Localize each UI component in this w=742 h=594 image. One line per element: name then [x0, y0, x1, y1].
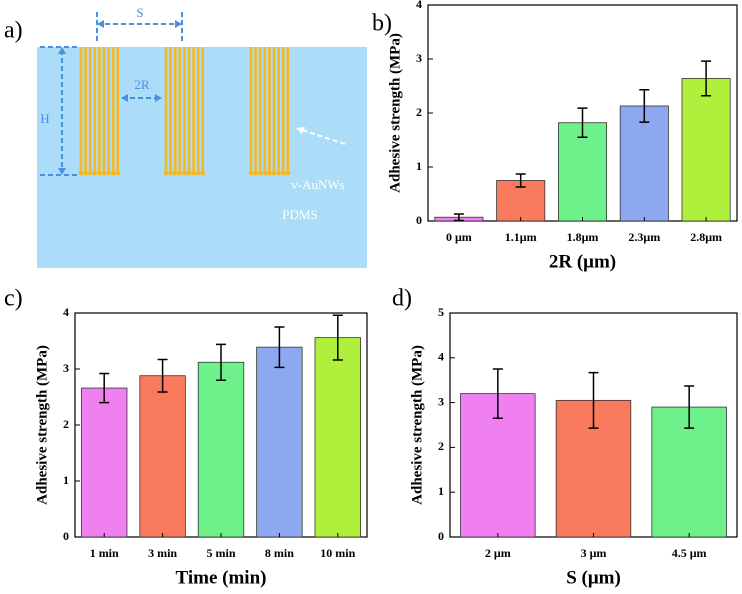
panel-label: c) [4, 286, 23, 312]
error-bar [99, 372, 110, 404]
wire-tip [267, 170, 272, 176]
bar [619, 105, 669, 222]
error-bar [274, 326, 285, 369]
substrate-label: PDMS [282, 207, 317, 222]
bar [314, 337, 361, 538]
wire-tip [257, 170, 263, 176]
y-tick-label: 4 [416, 0, 422, 11]
y-tick-label: 3 [416, 51, 422, 65]
error-bar [577, 107, 588, 139]
x-tick-label: 3 μm [581, 546, 607, 560]
wires-label: v-AuNWs [291, 177, 344, 192]
y-tick-label: 2 [438, 439, 444, 453]
error-bar [639, 89, 650, 123]
x-tick-label: 4.5 μm [672, 546, 707, 560]
error-bar [157, 358, 168, 393]
error-bar [216, 343, 226, 381]
error-bar [515, 173, 526, 188]
bar [256, 346, 303, 538]
wire-tip [163, 170, 169, 176]
y-axis-label: Adhesive strength (MPa) [409, 345, 425, 505]
error-bar [492, 368, 503, 420]
wire-tip [78, 170, 84, 176]
bar [557, 122, 608, 222]
x-tick-label: 1.8μm [567, 230, 599, 244]
wire-tip [276, 170, 281, 176]
arrow-head [296, 127, 305, 134]
y-tick-label: 3 [63, 361, 69, 375]
x-tick-label: 0 μm [446, 230, 472, 244]
nanowires [78, 47, 291, 176]
error-bar [701, 60, 712, 97]
y-tick-label: 0 [416, 213, 422, 227]
x-tick-label: 2.8μm [690, 230, 722, 244]
wire-tip [195, 170, 201, 176]
panel-label: d) [392, 286, 412, 312]
wire-tip [97, 170, 102, 176]
error-bar [332, 314, 343, 361]
y-tick-label: 1 [63, 473, 69, 487]
2r-label: 2R [134, 77, 150, 92]
wire-tip [110, 170, 116, 176]
wire-tip [191, 170, 197, 176]
arrow-heads [58, 20, 182, 175]
x-tick-label: 1 min [90, 546, 119, 560]
x-tick-label: 1.1μm [505, 230, 537, 244]
x-axis-label: Time (min) [176, 567, 267, 588]
y-tick-label: 5 [438, 305, 444, 319]
wire-tip [248, 170, 254, 176]
wire-tip [182, 170, 187, 176]
wire-tip [87, 170, 93, 176]
y-tick-label: 4 [438, 350, 444, 364]
x-axis-label: S (μm) [566, 567, 621, 588]
x-tick-label: 5 min [206, 546, 235, 560]
wire-tip [200, 170, 206, 176]
x-tick-label: 2 μm [485, 546, 511, 560]
bar [197, 361, 245, 538]
wire-tip [101, 170, 107, 176]
panel-label: b) [372, 11, 392, 37]
wire-tip [285, 170, 291, 176]
y-tick-label: 0 [438, 529, 444, 543]
wire-tip [106, 170, 111, 176]
wire-tip [262, 170, 268, 176]
bar [139, 375, 186, 538]
wire-tip [115, 170, 121, 176]
x-tick-label: 3 min [148, 546, 177, 560]
y-tick-label: 2 [416, 105, 422, 119]
y-axis-label: Adhesive strength (MPa) [34, 345, 50, 505]
y-tick-label: 0 [63, 529, 69, 543]
error-bar [684, 385, 695, 429]
s-label: S [136, 5, 143, 20]
y-tick-label: 3 [438, 394, 444, 408]
wire-tip [83, 170, 88, 176]
y-axis-label: Adhesive strength (MPa) [387, 33, 403, 193]
x-axis-label: 2R (μm) [549, 251, 616, 272]
y-tick-label: 2 [63, 417, 69, 431]
wire-tip [280, 170, 286, 176]
wire-tip [271, 170, 277, 176]
wire-tip [92, 170, 98, 176]
x-tick-label: 8 min [265, 546, 294, 560]
wire-tip [186, 170, 192, 176]
y-tick-label: 1 [416, 159, 422, 173]
bar [81, 387, 128, 538]
y-tick-label: 1 [438, 484, 444, 498]
panel-label: a) [4, 18, 23, 44]
wire-tip [172, 170, 178, 176]
error-bar [588, 371, 599, 429]
h-label: H [40, 111, 49, 126]
x-tick-label: 10 min [320, 546, 355, 560]
bar [681, 78, 731, 222]
wire-tip [177, 170, 183, 176]
dimension-arrows [40, 12, 183, 176]
y-tick-label: 4 [63, 305, 69, 319]
x-tick-label: 2.3μm [628, 230, 660, 244]
wire-tip [168, 170, 174, 176]
wire-tip [253, 170, 258, 176]
